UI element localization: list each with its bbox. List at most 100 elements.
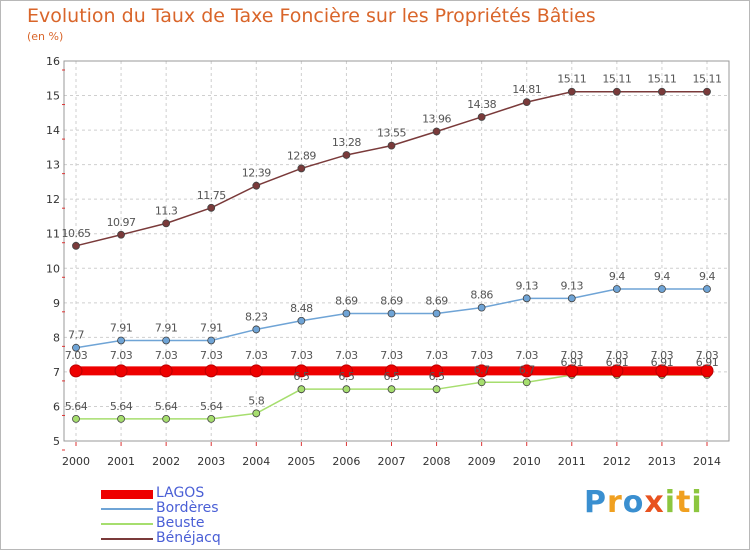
y-tick-label: 13 bbox=[46, 159, 60, 172]
data-point bbox=[117, 336, 125, 345]
data-point bbox=[117, 414, 125, 423]
data-label: 7.03 bbox=[561, 349, 584, 362]
data-point bbox=[342, 151, 351, 159]
data-label: 15.11 bbox=[693, 73, 722, 86]
data-label: 9.4 bbox=[609, 270, 625, 283]
data-point bbox=[252, 325, 261, 334]
data-label: 12.89 bbox=[287, 149, 316, 162]
x-tick-label: 2004 bbox=[242, 455, 270, 468]
y-tick-label: 10 bbox=[46, 262, 60, 275]
data-label: 15.11 bbox=[557, 73, 586, 86]
data-label: 6.5 bbox=[384, 370, 400, 383]
data-label: 11.75 bbox=[197, 189, 226, 202]
data-label: 6.5 bbox=[338, 370, 354, 383]
x-tick-label: 2009 bbox=[468, 455, 496, 468]
series-line bbox=[75, 90, 707, 247]
data-point bbox=[72, 414, 80, 423]
data-point bbox=[249, 364, 263, 378]
data-point bbox=[477, 113, 486, 121]
data-point bbox=[432, 309, 441, 318]
x-tick-label: 2012 bbox=[603, 455, 631, 468]
data-point bbox=[162, 414, 171, 423]
legend-label: Bénéjacq bbox=[156, 530, 221, 546]
x-tick-label: 2014 bbox=[693, 455, 721, 468]
data-label: 7.03 bbox=[380, 349, 403, 362]
legend-swatch bbox=[101, 523, 153, 525]
data-point bbox=[117, 230, 125, 239]
data-point bbox=[207, 414, 216, 423]
data-point bbox=[477, 303, 486, 312]
data-point bbox=[252, 409, 261, 418]
data-point bbox=[69, 364, 83, 378]
y-tick-label: 14 bbox=[46, 124, 60, 137]
data-label: 8.69 bbox=[425, 295, 448, 308]
data-point bbox=[204, 364, 218, 378]
data-point bbox=[567, 294, 576, 303]
data-label: 7.03 bbox=[696, 349, 719, 362]
data-label: 13.55 bbox=[377, 127, 406, 140]
data-label: 7.91 bbox=[200, 321, 223, 334]
data-label: 8.69 bbox=[335, 295, 358, 308]
data-point bbox=[387, 309, 396, 318]
data-label: 5.64 bbox=[110, 400, 133, 413]
data-point bbox=[520, 364, 534, 378]
data-label: 14.38 bbox=[467, 98, 496, 111]
data-point bbox=[159, 364, 173, 378]
data-point bbox=[207, 336, 216, 345]
data-point bbox=[294, 364, 308, 378]
data-label: 12.39 bbox=[242, 167, 271, 180]
data-point bbox=[432, 127, 441, 136]
data-label: 9.13 bbox=[515, 279, 538, 292]
data-point bbox=[475, 364, 489, 378]
data-label: 5.64 bbox=[65, 400, 88, 413]
data-point bbox=[297, 385, 306, 394]
data-point bbox=[522, 378, 531, 387]
plot-area bbox=[63, 60, 730, 442]
x-tick-label: 2011 bbox=[558, 455, 586, 468]
y-tick-label: 8 bbox=[53, 331, 60, 344]
y-tick-label: 12 bbox=[46, 193, 60, 206]
data-point bbox=[339, 364, 353, 378]
data-label: 9.4 bbox=[654, 270, 670, 283]
y-tick-label: 11 bbox=[46, 228, 60, 241]
x-tick-label: 2005 bbox=[287, 455, 315, 468]
logo-letter: r bbox=[607, 485, 623, 520]
data-label: 5.64 bbox=[200, 400, 223, 413]
data-label: 7.03 bbox=[245, 349, 268, 362]
y-tick-label: 16 bbox=[46, 55, 60, 68]
data-label: 6.5 bbox=[293, 370, 309, 383]
data-label: 6.91 bbox=[606, 356, 629, 369]
y-tick-label: 7 bbox=[53, 366, 60, 379]
x-tick-label: 2008 bbox=[423, 455, 451, 468]
data-point bbox=[612, 87, 621, 96]
unit-label: (en %) bbox=[27, 30, 64, 43]
data-label: 7.7 bbox=[68, 329, 84, 342]
data-point bbox=[703, 87, 711, 96]
data-point bbox=[610, 364, 624, 378]
y-tick-label: 9 bbox=[53, 297, 60, 310]
logo-letter: t bbox=[676, 485, 692, 520]
data-point bbox=[658, 285, 666, 293]
data-label: 7.03 bbox=[110, 349, 133, 362]
legend-label: Bordères bbox=[156, 500, 219, 516]
data-point bbox=[522, 294, 531, 303]
legend-label: LAGOS bbox=[156, 485, 205, 501]
legend-swatch bbox=[101, 538, 153, 540]
data-label: 13.28 bbox=[332, 136, 361, 149]
data-label: 7.03 bbox=[155, 349, 178, 362]
data-label: 7.03 bbox=[200, 349, 223, 362]
legend-label: Beuste bbox=[156, 515, 205, 531]
data-label: 5.8 bbox=[248, 394, 264, 407]
data-point bbox=[387, 385, 396, 394]
data-label: 15.11 bbox=[647, 73, 676, 86]
data-point bbox=[207, 203, 216, 212]
data-point bbox=[162, 219, 171, 228]
data-point bbox=[432, 385, 441, 394]
data-label: 8.48 bbox=[290, 302, 313, 315]
data-label: 7.91 bbox=[110, 321, 133, 334]
logo-letter: x bbox=[644, 485, 665, 520]
data-label: 7.91 bbox=[155, 321, 178, 334]
logo-letter: i bbox=[664, 485, 677, 520]
data-point bbox=[565, 364, 579, 378]
data-point bbox=[342, 385, 351, 394]
